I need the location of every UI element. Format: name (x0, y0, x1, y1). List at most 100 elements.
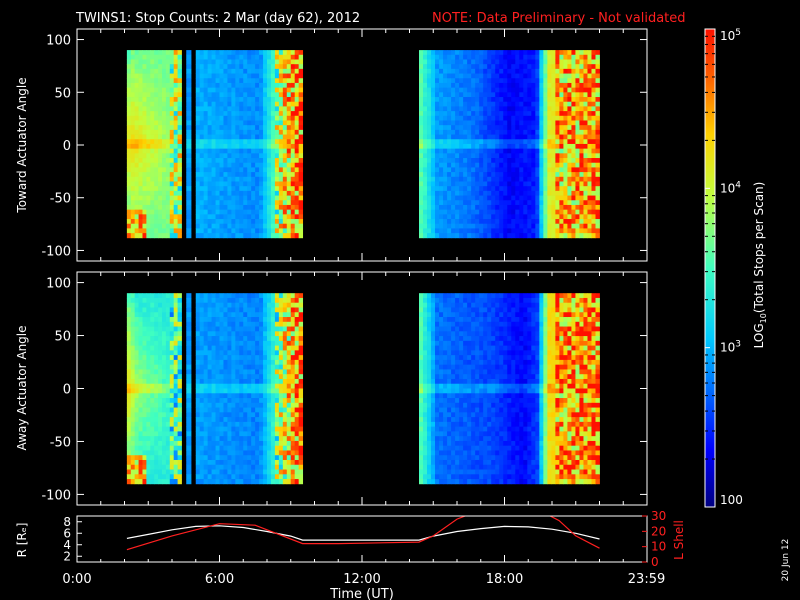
toward-cell (138, 54, 143, 60)
away-cell (211, 464, 216, 470)
toward-cell (483, 143, 488, 150)
away-cell (255, 345, 260, 351)
toward-cell (595, 209, 600, 215)
away-cell (126, 393, 132, 399)
away-cell (255, 378, 260, 385)
toward-cell (419, 219, 424, 225)
toward-cell (195, 73, 201, 79)
toward-cell (543, 68, 548, 74)
away-cell (215, 450, 220, 456)
toward-cell (559, 139, 564, 145)
toward-cell (239, 162, 244, 168)
toward-cell (161, 134, 167, 140)
toward-cell (591, 78, 596, 84)
toward-cell (154, 73, 159, 79)
toward-cell (531, 190, 536, 196)
away-cell (186, 302, 192, 308)
toward-cell (130, 209, 136, 215)
toward-cell (215, 223, 220, 229)
toward-cell (511, 200, 516, 206)
toward-cell (173, 68, 178, 74)
toward-cell (435, 54, 440, 60)
toward-cell (294, 139, 300, 145)
toward-cell (443, 120, 448, 126)
away-cell (211, 369, 216, 375)
toward-cell (487, 219, 492, 225)
toward-cell (443, 64, 448, 70)
toward-cell (270, 219, 276, 225)
toward-cell (239, 111, 244, 117)
away-cell (274, 369, 280, 375)
toward-cell (571, 176, 576, 182)
toward-cell (146, 125, 151, 131)
away-cell (211, 378, 216, 385)
toward-cell (150, 181, 155, 187)
toward-cell (255, 190, 260, 196)
toward-cell (511, 186, 516, 192)
toward-cell (126, 209, 132, 215)
toward-cell (495, 162, 500, 168)
away-cell (158, 421, 163, 428)
toward-cell (298, 106, 304, 112)
away-cell (126, 398, 132, 404)
away-cell (247, 331, 252, 337)
toward-cell (443, 50, 448, 56)
away-cell (130, 293, 136, 299)
toward-cell (535, 190, 540, 196)
away-cell (165, 331, 171, 337)
toward-cell (154, 129, 159, 135)
toward-cell (274, 181, 280, 187)
away-cell (251, 297, 256, 304)
toward-cell (223, 209, 228, 215)
away-cell (199, 407, 205, 413)
toward-cell (443, 153, 448, 159)
toward-cell (215, 139, 220, 145)
away-cell (251, 407, 256, 413)
toward-cell (539, 120, 544, 126)
toward-cell (219, 162, 224, 168)
toward-cell (495, 92, 500, 98)
toward-cell (186, 139, 192, 145)
away-cell (150, 312, 155, 318)
away-cell (126, 417, 132, 423)
toward-cell (423, 129, 428, 135)
away-cell (161, 388, 167, 394)
toward-cell (475, 204, 480, 211)
toward-cell (211, 195, 216, 201)
toward-cell (259, 139, 264, 145)
toward-cell (439, 228, 444, 234)
toward-cell (483, 82, 488, 89)
toward-cell (543, 176, 548, 182)
toward-cell (459, 209, 464, 215)
away-cell (199, 469, 205, 475)
toward-cell (483, 68, 488, 74)
away-cell (251, 431, 256, 437)
toward-cell (169, 97, 175, 103)
away-cell (161, 421, 167, 428)
toward-cell (177, 233, 182, 239)
toward-cell (138, 167, 143, 173)
away-cell (251, 383, 256, 389)
away-cell (227, 369, 232, 375)
toward-cell (547, 223, 552, 229)
away-cell (211, 450, 216, 456)
away-cell (270, 336, 276, 342)
toward-cell (539, 195, 544, 201)
toward-cell (591, 115, 596, 121)
toward-cell (235, 153, 240, 159)
toward-cell (142, 204, 147, 211)
away-cell (247, 359, 252, 366)
toward-cell (219, 73, 224, 79)
away-cell (247, 388, 252, 394)
away-cell (255, 374, 260, 380)
toward-cell (195, 158, 201, 164)
toward-cell (165, 153, 171, 159)
away-cell (146, 469, 151, 475)
toward-cell (126, 167, 132, 173)
toward-cell (423, 162, 428, 168)
toward-cell (523, 209, 528, 215)
toward-cell (455, 134, 460, 140)
away-cell (207, 359, 212, 366)
toward-cell (223, 97, 228, 103)
toward-cell (527, 233, 532, 239)
